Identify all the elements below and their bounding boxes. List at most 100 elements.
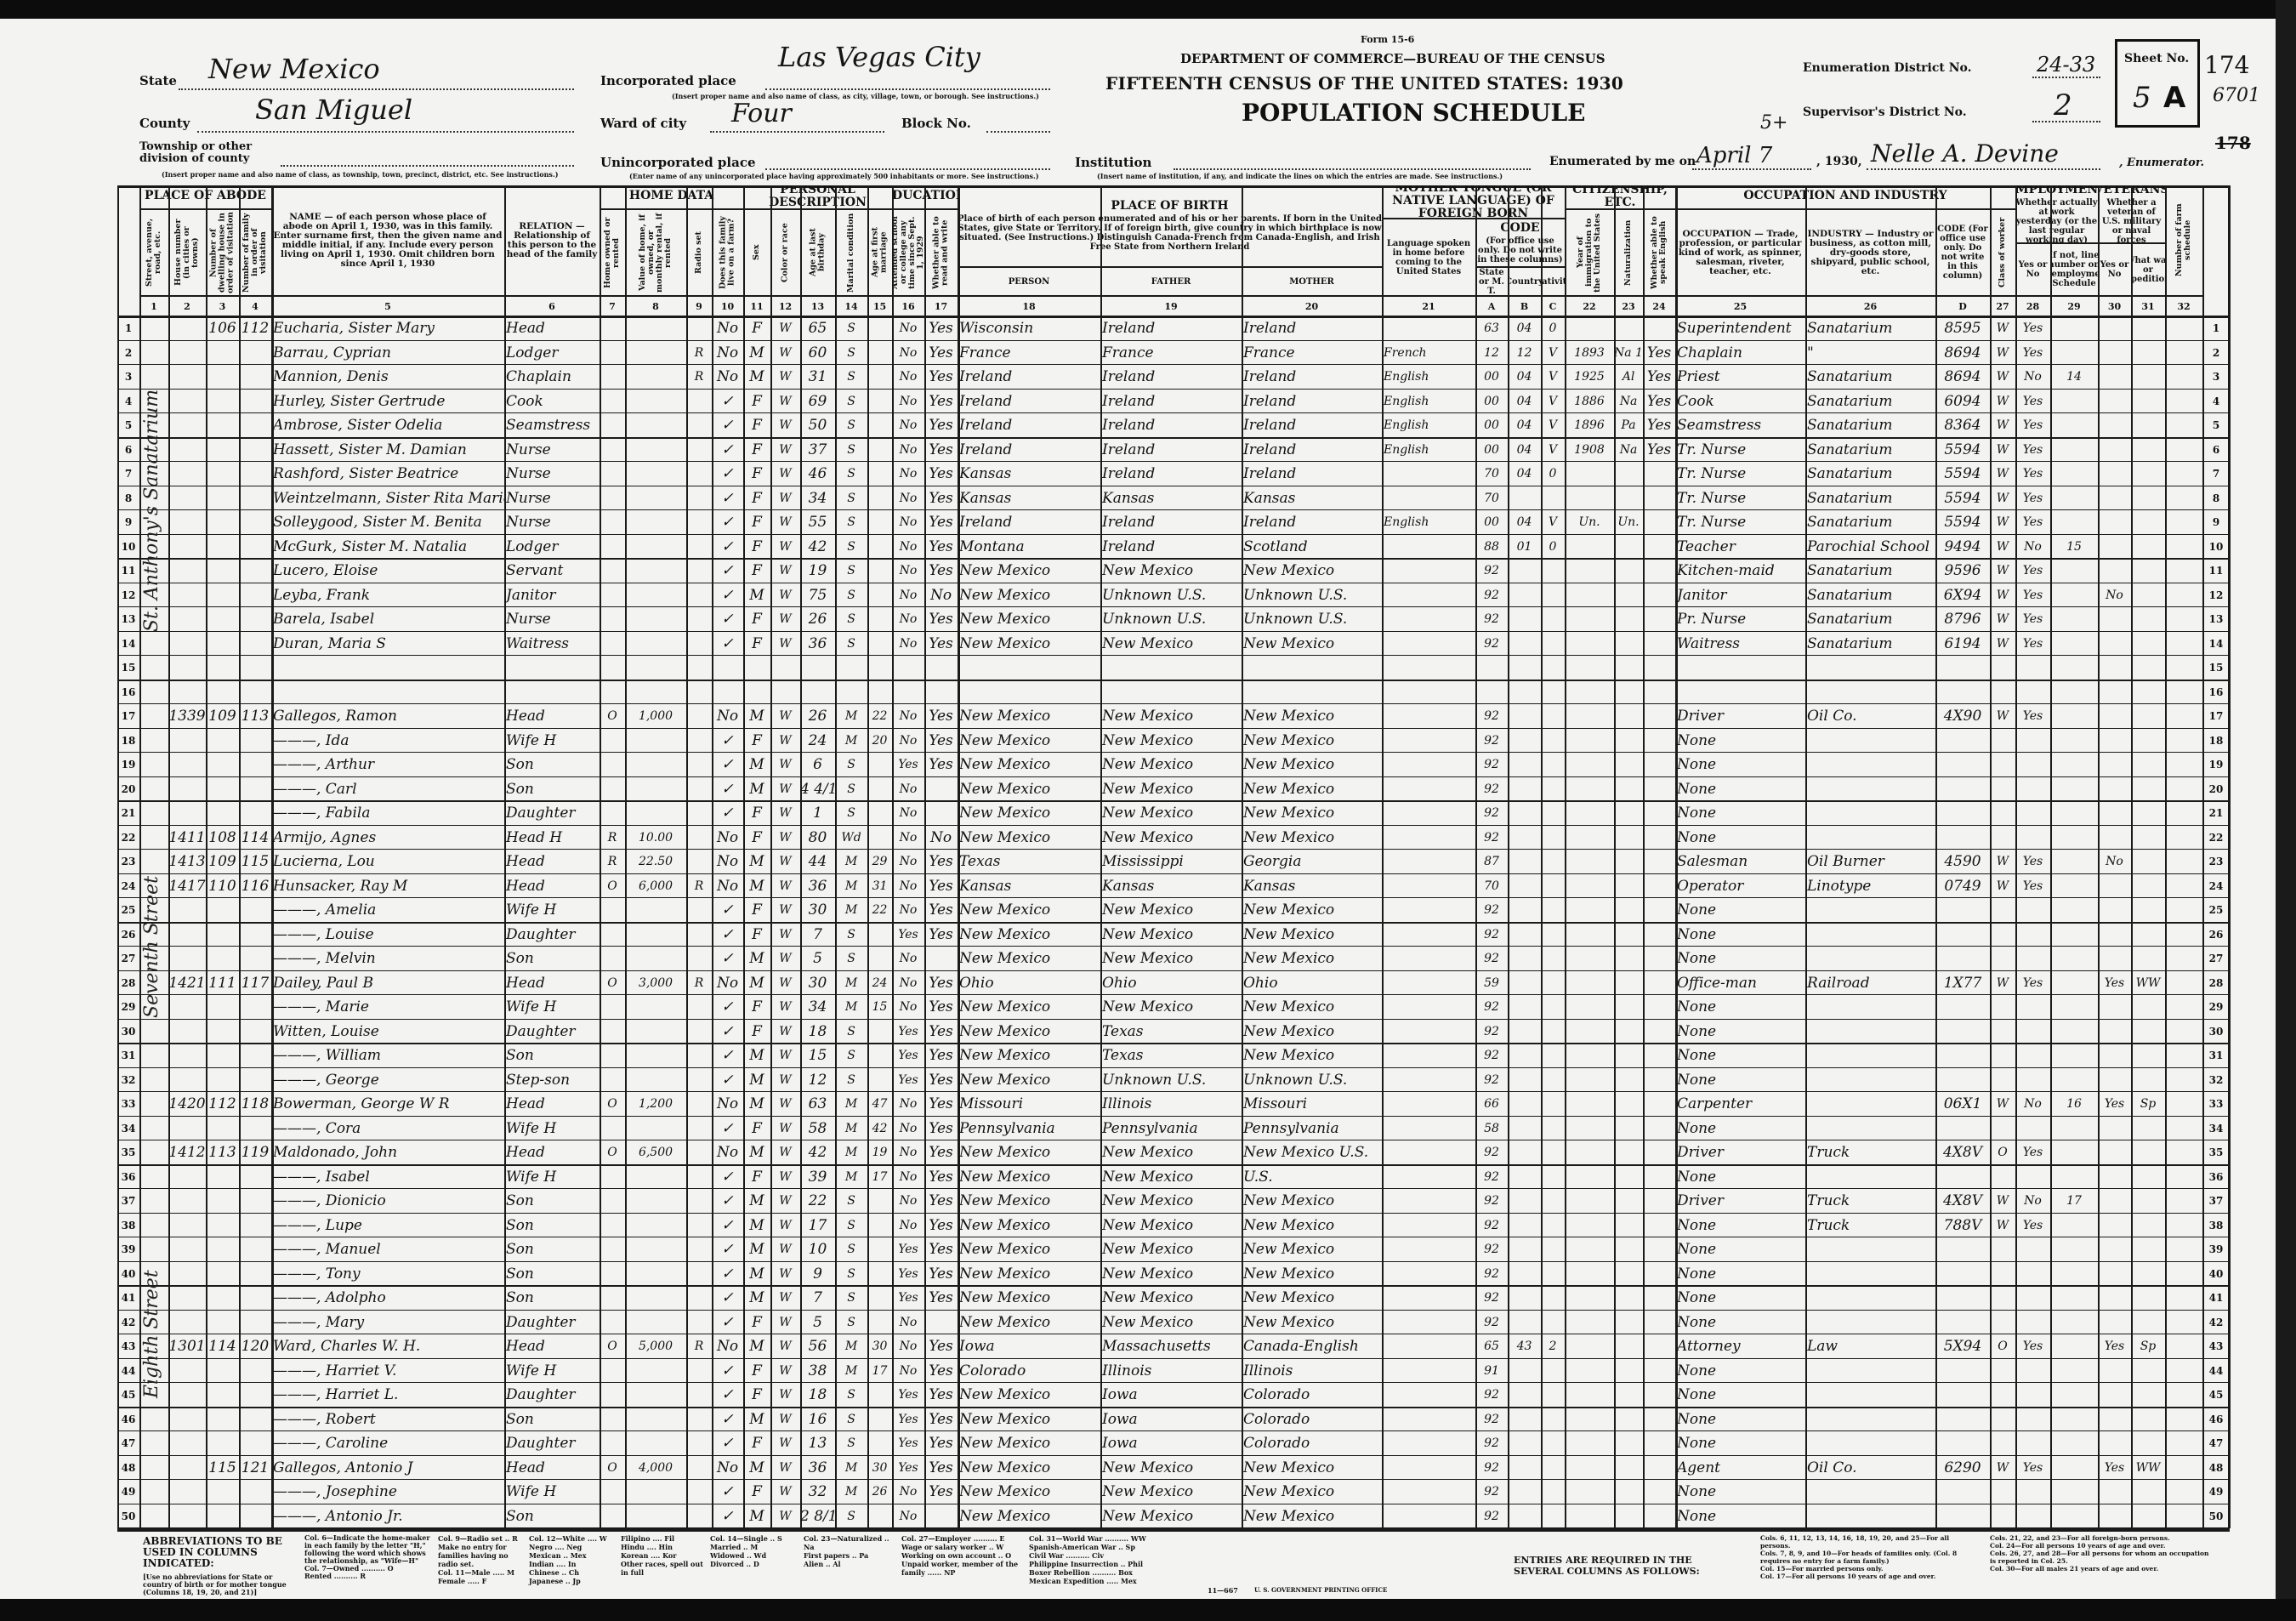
- cell-code-c: [1541, 1286, 1565, 1311]
- cell-home-value: [625, 486, 686, 511]
- cell-immigration-year: [1565, 850, 1614, 874]
- cell-immigration-year: [1565, 1408, 1614, 1432]
- cell-code-a: 92: [1484, 1315, 1499, 1329]
- cell-literacy: [924, 777, 958, 802]
- cell-veteran: No: [2106, 855, 2123, 868]
- line-number-right: 50: [2208, 1510, 2224, 1522]
- cell-dwelling-number: 113: [208, 1144, 236, 1161]
- cell-birthplace-person: New Mexico: [959, 1192, 1051, 1209]
- cell-age-first-marriage: 26: [872, 1485, 888, 1499]
- cell-race: W: [779, 1024, 792, 1038]
- cell-house-number: [168, 510, 206, 535]
- cell-code-c: [1541, 1068, 1565, 1093]
- cell-literacy: Yes: [929, 1410, 953, 1428]
- cell-home-tenure: [600, 559, 625, 583]
- cell-code-d: 8796: [1944, 611, 1981, 628]
- row-divider: [117, 606, 2230, 607]
- cell-code-b: [1508, 704, 1541, 729]
- header-bottom-border: [117, 316, 2230, 318]
- line-number-left: 33: [121, 1098, 136, 1110]
- cell-sex: M: [749, 1216, 764, 1234]
- table-left-border: [117, 185, 119, 1528]
- cell-home-tenure: [600, 462, 625, 486]
- cell-age: 50: [808, 417, 827, 434]
- cell-unemployment-line: [2050, 486, 2098, 511]
- cell-home-tenure: O: [607, 1146, 617, 1159]
- cell-mother-tongue: [1382, 583, 1475, 608]
- cell-literacy: No: [929, 828, 952, 846]
- cell-class-of-worker: W: [1996, 515, 2009, 529]
- cell-immigration-year: [1565, 753, 1614, 777]
- cell-occupation: None: [1677, 1265, 1717, 1283]
- cell-farm: ✓: [721, 562, 734, 579]
- cell-school: No: [899, 782, 918, 796]
- cell-unemployment-line: [2050, 1311, 2098, 1335]
- cell-school: No: [899, 1000, 918, 1014]
- column-divider: [1541, 185, 1543, 1528]
- cell-age-first-marriage: [867, 1044, 892, 1068]
- cell-name: Hurley, Sister Gertrude: [273, 392, 446, 410]
- cell-class-of-worker: W: [1996, 1194, 2009, 1208]
- abbreviations-note: [Use no abbreviations for State or count…: [143, 1573, 287, 1596]
- cell-war: [2131, 1286, 2165, 1311]
- enumerator-line: [1867, 168, 2100, 170]
- cell-industry: [1805, 1408, 1935, 1432]
- cell-veteran: [2098, 413, 2131, 438]
- cell-veteran: [2098, 898, 2131, 923]
- cell-literacy: Yes: [929, 1216, 953, 1234]
- cell-immigration-year: [1565, 607, 1614, 632]
- cell-house-number: [168, 1456, 206, 1481]
- cell-home-tenure: [600, 1311, 625, 1335]
- line-number-left: 31: [121, 1049, 136, 1061]
- cell-industry: [1805, 680, 1935, 705]
- cell-farm-schedule: [2165, 898, 2202, 923]
- cell-veteran: Yes: [2104, 1097, 2125, 1111]
- cell-code-d: [1935, 1117, 1990, 1141]
- cell-birthplace-person: Missouri: [959, 1095, 1024, 1112]
- cell-home-value: [625, 1068, 686, 1093]
- cell-family-number: [239, 1383, 271, 1408]
- cell-speaks-english: [1643, 704, 1675, 729]
- cell-dwelling-number: [206, 1214, 239, 1238]
- cell-literacy: [924, 1504, 958, 1529]
- cell-birthplace-person: New Mexico: [959, 562, 1051, 579]
- cell-family-number: [239, 680, 271, 705]
- cell-occupation: None: [1677, 1362, 1717, 1379]
- cell-relation: Son: [506, 780, 534, 798]
- cell-code-c: [1541, 1359, 1565, 1384]
- cell-birthplace-mother: Ireland: [1243, 392, 1297, 410]
- cell-class-of-worker: [1990, 656, 2015, 680]
- cell-code-b: [1508, 1044, 1541, 1068]
- cell-birthplace-mother: New Mexico: [1243, 756, 1335, 773]
- cell-speaks-english: [1643, 680, 1675, 705]
- cell-code-c: [1541, 874, 1565, 899]
- cell-industry: Truck: [1807, 1144, 1850, 1161]
- cell-family-number: [239, 583, 271, 608]
- cell-home-value: [625, 559, 686, 583]
- column-divider: [712, 185, 713, 1528]
- cell-school: Yes: [898, 1388, 918, 1402]
- line-number-left: 43: [121, 1340, 136, 1352]
- cell-home-tenure: R: [607, 855, 617, 868]
- cell-veteran: [2098, 923, 2131, 947]
- column-header-code-b: Country: [1508, 276, 1541, 287]
- cell-at-work: [2015, 1359, 2050, 1384]
- cell-code-d: [1935, 1408, 1990, 1432]
- cell-industry: [1805, 753, 1935, 777]
- cell-industry: Truck: [1807, 1192, 1850, 1209]
- cell-birthplace-person: Ireland: [959, 368, 1013, 385]
- cell-birthplace-father: Kansas: [1102, 877, 1155, 895]
- block-label: Block No.: [901, 116, 971, 131]
- cell-war: [2131, 559, 2165, 583]
- cell-relation: Wife H: [506, 998, 557, 1015]
- cell-radio: R: [694, 345, 704, 360]
- cell-veteran: [2098, 1311, 2131, 1335]
- row-divider: [117, 436, 2230, 439]
- cell-relation: Lodger: [506, 537, 559, 555]
- cell-birthplace-person: New Mexico: [959, 1071, 1051, 1089]
- cell-birthplace-person: New Mexico: [959, 708, 1051, 725]
- cell-sex: F: [752, 537, 762, 555]
- column-divider: [139, 185, 141, 1528]
- cell-family-number: [239, 607, 271, 632]
- cell-birthplace-person: Montana: [959, 537, 1025, 555]
